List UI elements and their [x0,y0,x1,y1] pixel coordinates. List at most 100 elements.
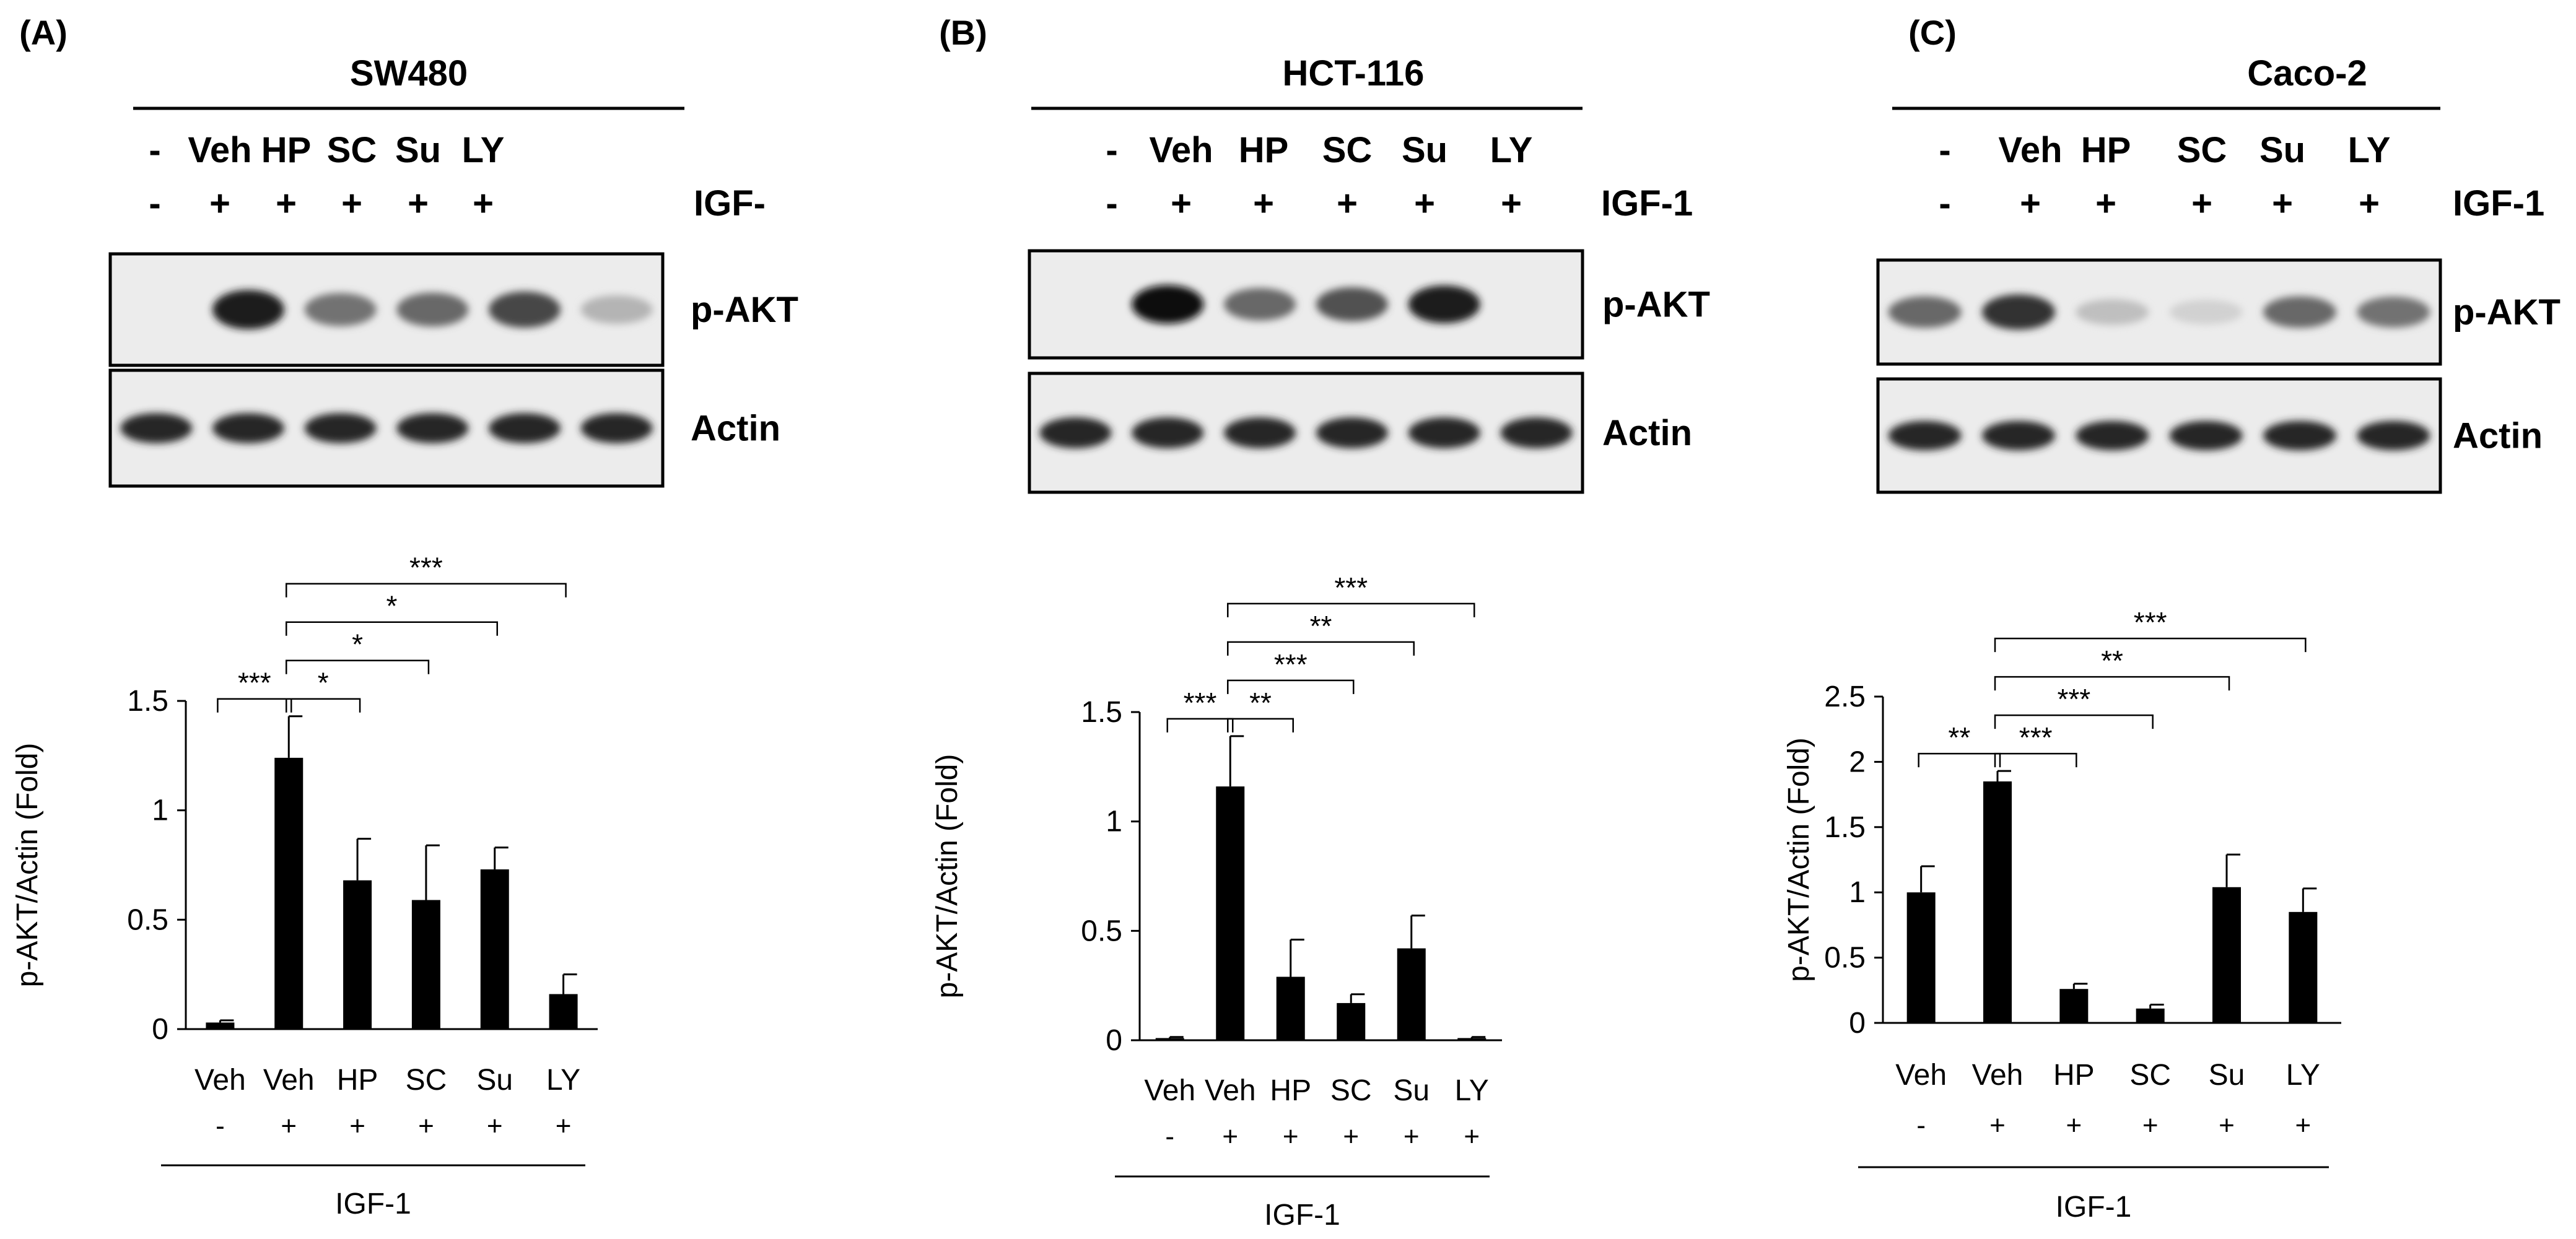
actin-blot [1876,377,2442,494]
x-tick-label: Veh [1972,1059,2024,1092]
blot-band [1981,420,2056,451]
x-igf-sign: + [487,1111,503,1141]
igf-sign: + [2359,183,2380,224]
lane-label: SC [2177,130,2227,170]
significance-bracket [1994,637,2307,653]
y-axis-label: p-AKT/Actin (Fold) [11,743,44,988]
blot-band [1888,296,1962,328]
blot-band [2169,300,2243,324]
y-tick-label: 1.5 [1824,811,1866,844]
igf-label: IGF-1 [2453,183,2544,224]
blot-band [396,292,469,327]
blot-band [1888,420,1962,451]
bar-chart: 00.511.5p-AKT/Actin (Fold)Veh-Veh+HP+SC+… [931,572,1502,1232]
x-tick-label: Su [476,1064,513,1097]
lane-label: Veh [1998,130,2062,170]
group-label: IGF-1 [2056,1191,2132,1224]
x-tick-label: LY [546,1064,580,1097]
x-tick-label: HP [2053,1059,2095,1092]
igf-label: IGF- [694,183,766,224]
bar [411,900,440,1029]
blot-frame [108,368,665,488]
significance-bracket [1994,714,2154,729]
blot-band [1316,417,1388,448]
y-axis-label: p-AKT/Actin (Fold) [1783,737,1815,982]
significance-stars: ** [2101,645,2123,677]
pakt-label: p-AKT [691,290,798,330]
panel-letter: (B) [939,13,987,52]
x-tick-label: Veh [1144,1074,1195,1107]
x-igf-sign: + [349,1111,365,1141]
lane-label: Veh [1149,130,1213,170]
blot-band [2263,296,2337,328]
pakt-blot [108,252,665,367]
significance-stars: *** [409,552,443,584]
igf-sign: + [473,183,494,224]
x-tick-label: HP [337,1064,378,1097]
x-igf-sign: + [2219,1110,2235,1141]
blot-band [1039,417,1112,448]
bar [480,869,509,1029]
igf-label: IGF-1 [1601,183,1693,224]
blot-band [304,413,377,443]
significance-bracket [1227,602,1475,617]
x-igf-sign: + [1989,1110,2006,1141]
y-tick-label: 0 [152,1013,168,1046]
pakt-blot [1028,249,1584,360]
bar [343,880,372,1029]
cell-line-title: Caco-2 [2247,53,2367,93]
panel-c: (C) Caco-2 - Veh HP SC Su LY - + + + + + IGF-1 p-AKT Act… [1783,13,2561,1224]
significance-bracket [286,621,498,636]
blot-band [2263,420,2337,451]
panel-a: (A)SW480- Veh HP SC Su LY- + + + + + IGF-p-AKTActin… [11,13,798,1220]
y-tick-label: 0.5 [1824,942,1866,975]
x-tick-label: LY [1455,1074,1489,1107]
bar [549,994,578,1029]
blot-band [1224,417,1296,448]
significance-bracket [1227,641,1415,656]
lane-label: Su [1402,130,1447,170]
significance-stars: *** [1274,648,1308,680]
actin-label: Actin [2453,416,2543,456]
x-tick-label: HP [1270,1074,1311,1107]
pakt-label: p-AKT [1602,285,1710,325]
lane-label: - [1106,130,1117,170]
lane-label: LY [1490,130,1533,170]
lane-label: LY [2348,130,2391,170]
x-tick-label: SC [2129,1059,2171,1092]
x-igf-sign: + [1464,1121,1480,1152]
significance-stars: ** [1310,610,1332,642]
blot-band [120,413,193,443]
igf-sign: + [209,183,230,224]
blot-band [396,413,469,443]
x-tick-label: Veh [263,1064,315,1097]
igf-sign: - [1939,183,1950,224]
blot-band [1224,288,1296,321]
y-tick-label: 2 [1849,746,1866,778]
bar [1155,1038,1184,1040]
x-igf-sign: + [1343,1121,1359,1152]
igf-sign: + [1414,183,1435,224]
blot-band [2357,297,2430,328]
blot-band [1408,285,1480,324]
y-tick-label: 0.5 [127,903,168,936]
significance-bracket [286,698,361,713]
significance-bracket [1994,676,2230,691]
group-label: IGF-1 [335,1188,411,1220]
igf-sign: + [408,183,429,224]
blot-frame [1028,249,1584,360]
bar [1397,948,1426,1040]
igf-sign: + [341,183,362,224]
lane-label: LY [462,130,505,170]
x-igf-sign: + [418,1111,434,1141]
panel-b: (B)HCT-116- Veh HP SC Su LY- + + + + + IGF-1p-AKTAc… [931,13,1710,1232]
significance-stars: *** [2057,683,2090,715]
actin-label: Actin [1602,413,1692,453]
blot-band [1981,294,2056,330]
significance-stars: *** [1334,572,1368,604]
significance-stars: * [318,667,329,699]
x-igf-sign: - [1165,1121,1174,1152]
x-igf-sign: + [1222,1121,1238,1152]
significance-bracket [1918,752,2001,768]
lane-label: HP [2081,130,2131,170]
